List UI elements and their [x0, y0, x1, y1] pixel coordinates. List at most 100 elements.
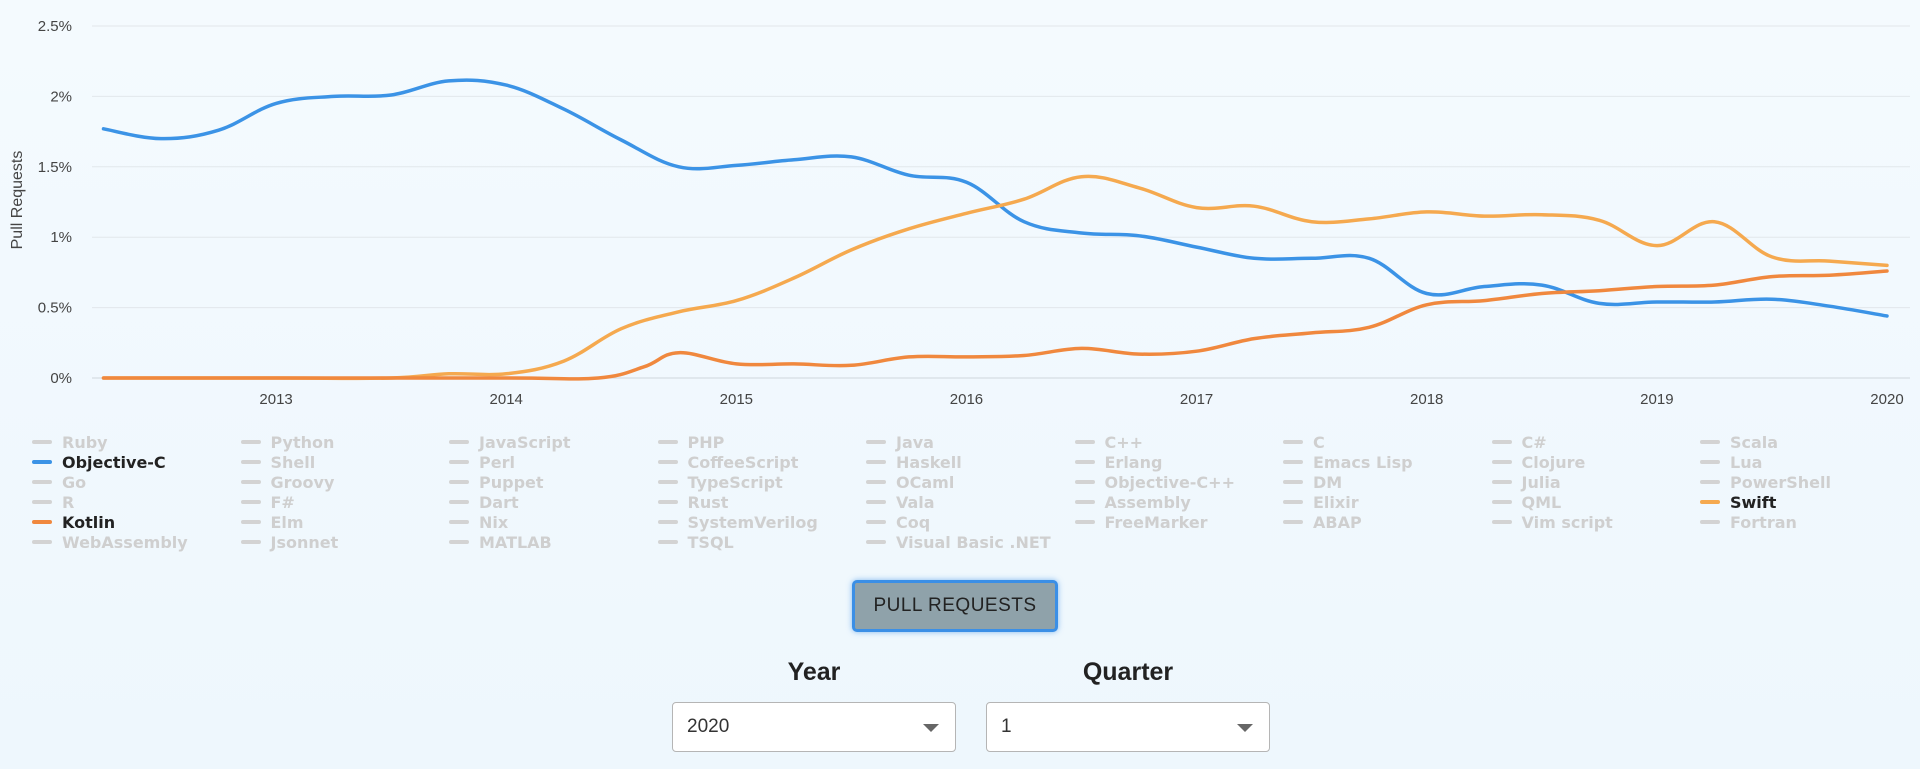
legend-item-typescript[interactable]: TypeScript: [657, 472, 867, 492]
legend-item-haskell[interactable]: Haskell: [866, 452, 1075, 472]
legend-item-ruby[interactable]: Ruby: [32, 432, 241, 452]
legend-swatch: [1074, 480, 1095, 484]
legend-label: Objective-C: [62, 452, 166, 472]
legend-item-lua[interactable]: Lua: [1700, 452, 1909, 472]
legend-label: ABAP: [1313, 512, 1362, 532]
legend-swatch: [1700, 460, 1720, 464]
legend-swatch: [240, 500, 261, 504]
legend-item-swift[interactable]: Swift: [1700, 492, 1909, 512]
legend: Ruby Python JavaScript PHP Java C++ C C# Scala Ob…: [32, 432, 1912, 552]
legend-label: Vim script: [1521, 512, 1613, 532]
legend-swatch: [449, 440, 469, 444]
legend-item-freemarker[interactable]: FreeMarker: [1074, 512, 1284, 532]
legend-item-rust[interactable]: Rust: [657, 492, 867, 512]
legend-item-ocaml[interactable]: OCaml: [866, 472, 1075, 492]
legend-item-csharp[interactable]: C#: [1491, 432, 1701, 452]
legend-swatch: [32, 440, 52, 444]
legend-item-coq[interactable]: Coq: [866, 512, 1075, 532]
legend-swatch: [866, 500, 886, 504]
legend-label: Erlang: [1104, 452, 1163, 472]
legend-label: Jsonnet: [270, 532, 339, 552]
y-tick-label: 1.5%: [38, 159, 72, 176]
legend-item-c[interactable]: C: [1283, 432, 1492, 452]
y-tick-label: 1%: [50, 229, 72, 246]
legend-item-coffeescript[interactable]: CoffeeScript: [657, 452, 867, 472]
legend-swatch: [1491, 500, 1512, 504]
legend-item-qml[interactable]: QML: [1491, 492, 1701, 512]
legend-item-powershell[interactable]: PowerShell: [1700, 472, 1909, 492]
legend-item-php[interactable]: PHP: [657, 432, 867, 452]
legend-item-objective-c[interactable]: Objective-C: [32, 452, 241, 472]
x-tick-label: 2018: [1410, 391, 1443, 408]
series-lines: [101, 78, 1889, 381]
legend-item-puppet[interactable]: Puppet: [449, 472, 658, 492]
legend-swatch: [32, 540, 52, 544]
year-select-value: 2020: [687, 716, 730, 737]
y-axis-ticks: 0% 0.5% 1% 1.5% 2% 2.5%: [38, 18, 72, 387]
x-tick-label: 2016: [950, 391, 983, 408]
line-chart: 0%0.5%1%1.5%2%2.5% 2013 2014 2015 2016 2017 2…: [9, 18, 1910, 408]
legend-label: Julia: [1521, 472, 1561, 492]
legend-label: TypeScript: [687, 472, 783, 492]
legend-item-groovy[interactable]: Groovy: [240, 472, 450, 492]
x-tick-label: 2019: [1640, 391, 1673, 408]
legend-item-objective-cplusplus[interactable]: Objective-C++: [1074, 472, 1284, 492]
legend-label: Assembly: [1104, 492, 1191, 512]
legend-item-nix[interactable]: Nix: [449, 512, 658, 532]
legend-item-fortran[interactable]: Fortran: [1700, 512, 1909, 532]
legend-item-scala[interactable]: Scala: [1700, 432, 1909, 452]
legend-label: Scala: [1730, 432, 1779, 452]
legend-label: Java: [896, 432, 934, 452]
pull-requests-button[interactable]: PULL REQUESTS: [852, 580, 1058, 632]
legend-swatch: [1074, 460, 1095, 464]
legend-item-assembly[interactable]: Assembly: [1074, 492, 1284, 512]
legend-item-go[interactable]: Go: [32, 472, 241, 492]
legend-swatch: [657, 440, 678, 444]
legend-item-jsonnet[interactable]: Jsonnet: [240, 532, 450, 552]
legend-item-vim-script[interactable]: Vim script: [1491, 512, 1701, 532]
series-line-swift: [101, 174, 1889, 381]
year-select[interactable]: 2020: [672, 702, 956, 752]
legend-item-java[interactable]: Java: [866, 432, 1075, 452]
chevron-down-icon: [923, 724, 939, 732]
legend-item-matlab[interactable]: MATLAB: [449, 532, 658, 552]
legend-swatch: [657, 480, 678, 484]
y-tick-label: 0%: [50, 370, 72, 387]
legend-item-dm[interactable]: DM: [1283, 472, 1492, 492]
legend-item-julia[interactable]: Julia: [1491, 472, 1701, 492]
legend-label: FreeMarker: [1104, 512, 1208, 532]
legend-swatch: [449, 500, 469, 504]
legend-item-elm[interactable]: Elm: [240, 512, 450, 532]
legend-item-visual-basic-net[interactable]: Visual Basic .NET: [866, 532, 1075, 552]
legend-swatch: [240, 460, 261, 464]
legend-swatch: [657, 460, 678, 464]
legend-item-javascript[interactable]: JavaScript: [449, 432, 658, 452]
legend-label: Dart: [479, 492, 519, 512]
legend-item-r[interactable]: R: [32, 492, 241, 512]
legend-item-emacs-lisp[interactable]: Emacs Lisp: [1283, 452, 1492, 472]
legend-item-kotlin[interactable]: Kotlin: [32, 512, 241, 532]
legend-item-abap[interactable]: ABAP: [1283, 512, 1492, 532]
legend-item-vala[interactable]: Vala: [866, 492, 1075, 512]
legend-item-python[interactable]: Python: [240, 432, 450, 452]
legend-item-webassembly[interactable]: WebAssembly: [32, 532, 241, 552]
legend-item-perl[interactable]: Perl: [449, 452, 658, 472]
legend-item-elixir[interactable]: Elixir: [1283, 492, 1492, 512]
legend-item-shell[interactable]: Shell: [240, 452, 450, 472]
legend-item-fsharp[interactable]: F#: [240, 492, 450, 512]
legend-item-clojure[interactable]: Clojure: [1491, 452, 1701, 472]
legend-item-cplusplus[interactable]: C++: [1074, 432, 1284, 452]
legend-swatch: [240, 440, 261, 444]
x-tick-label: 2014: [490, 391, 523, 408]
legend-item-erlang[interactable]: Erlang: [1074, 452, 1284, 472]
legend-swatch: [32, 520, 52, 524]
legend-item-systemverilog[interactable]: SystemVerilog: [657, 512, 867, 532]
x-tick-label: 2017: [1180, 391, 1213, 408]
legend-label: Vala: [896, 492, 935, 512]
quarter-select[interactable]: 1: [986, 702, 1270, 752]
legend-item-dart[interactable]: Dart: [449, 492, 658, 512]
legend-label: Objective-C++: [1104, 472, 1235, 492]
legend-item-tsql[interactable]: TSQL: [657, 532, 867, 552]
legend-label: Coq: [896, 512, 931, 532]
legend-swatch: [866, 480, 886, 484]
